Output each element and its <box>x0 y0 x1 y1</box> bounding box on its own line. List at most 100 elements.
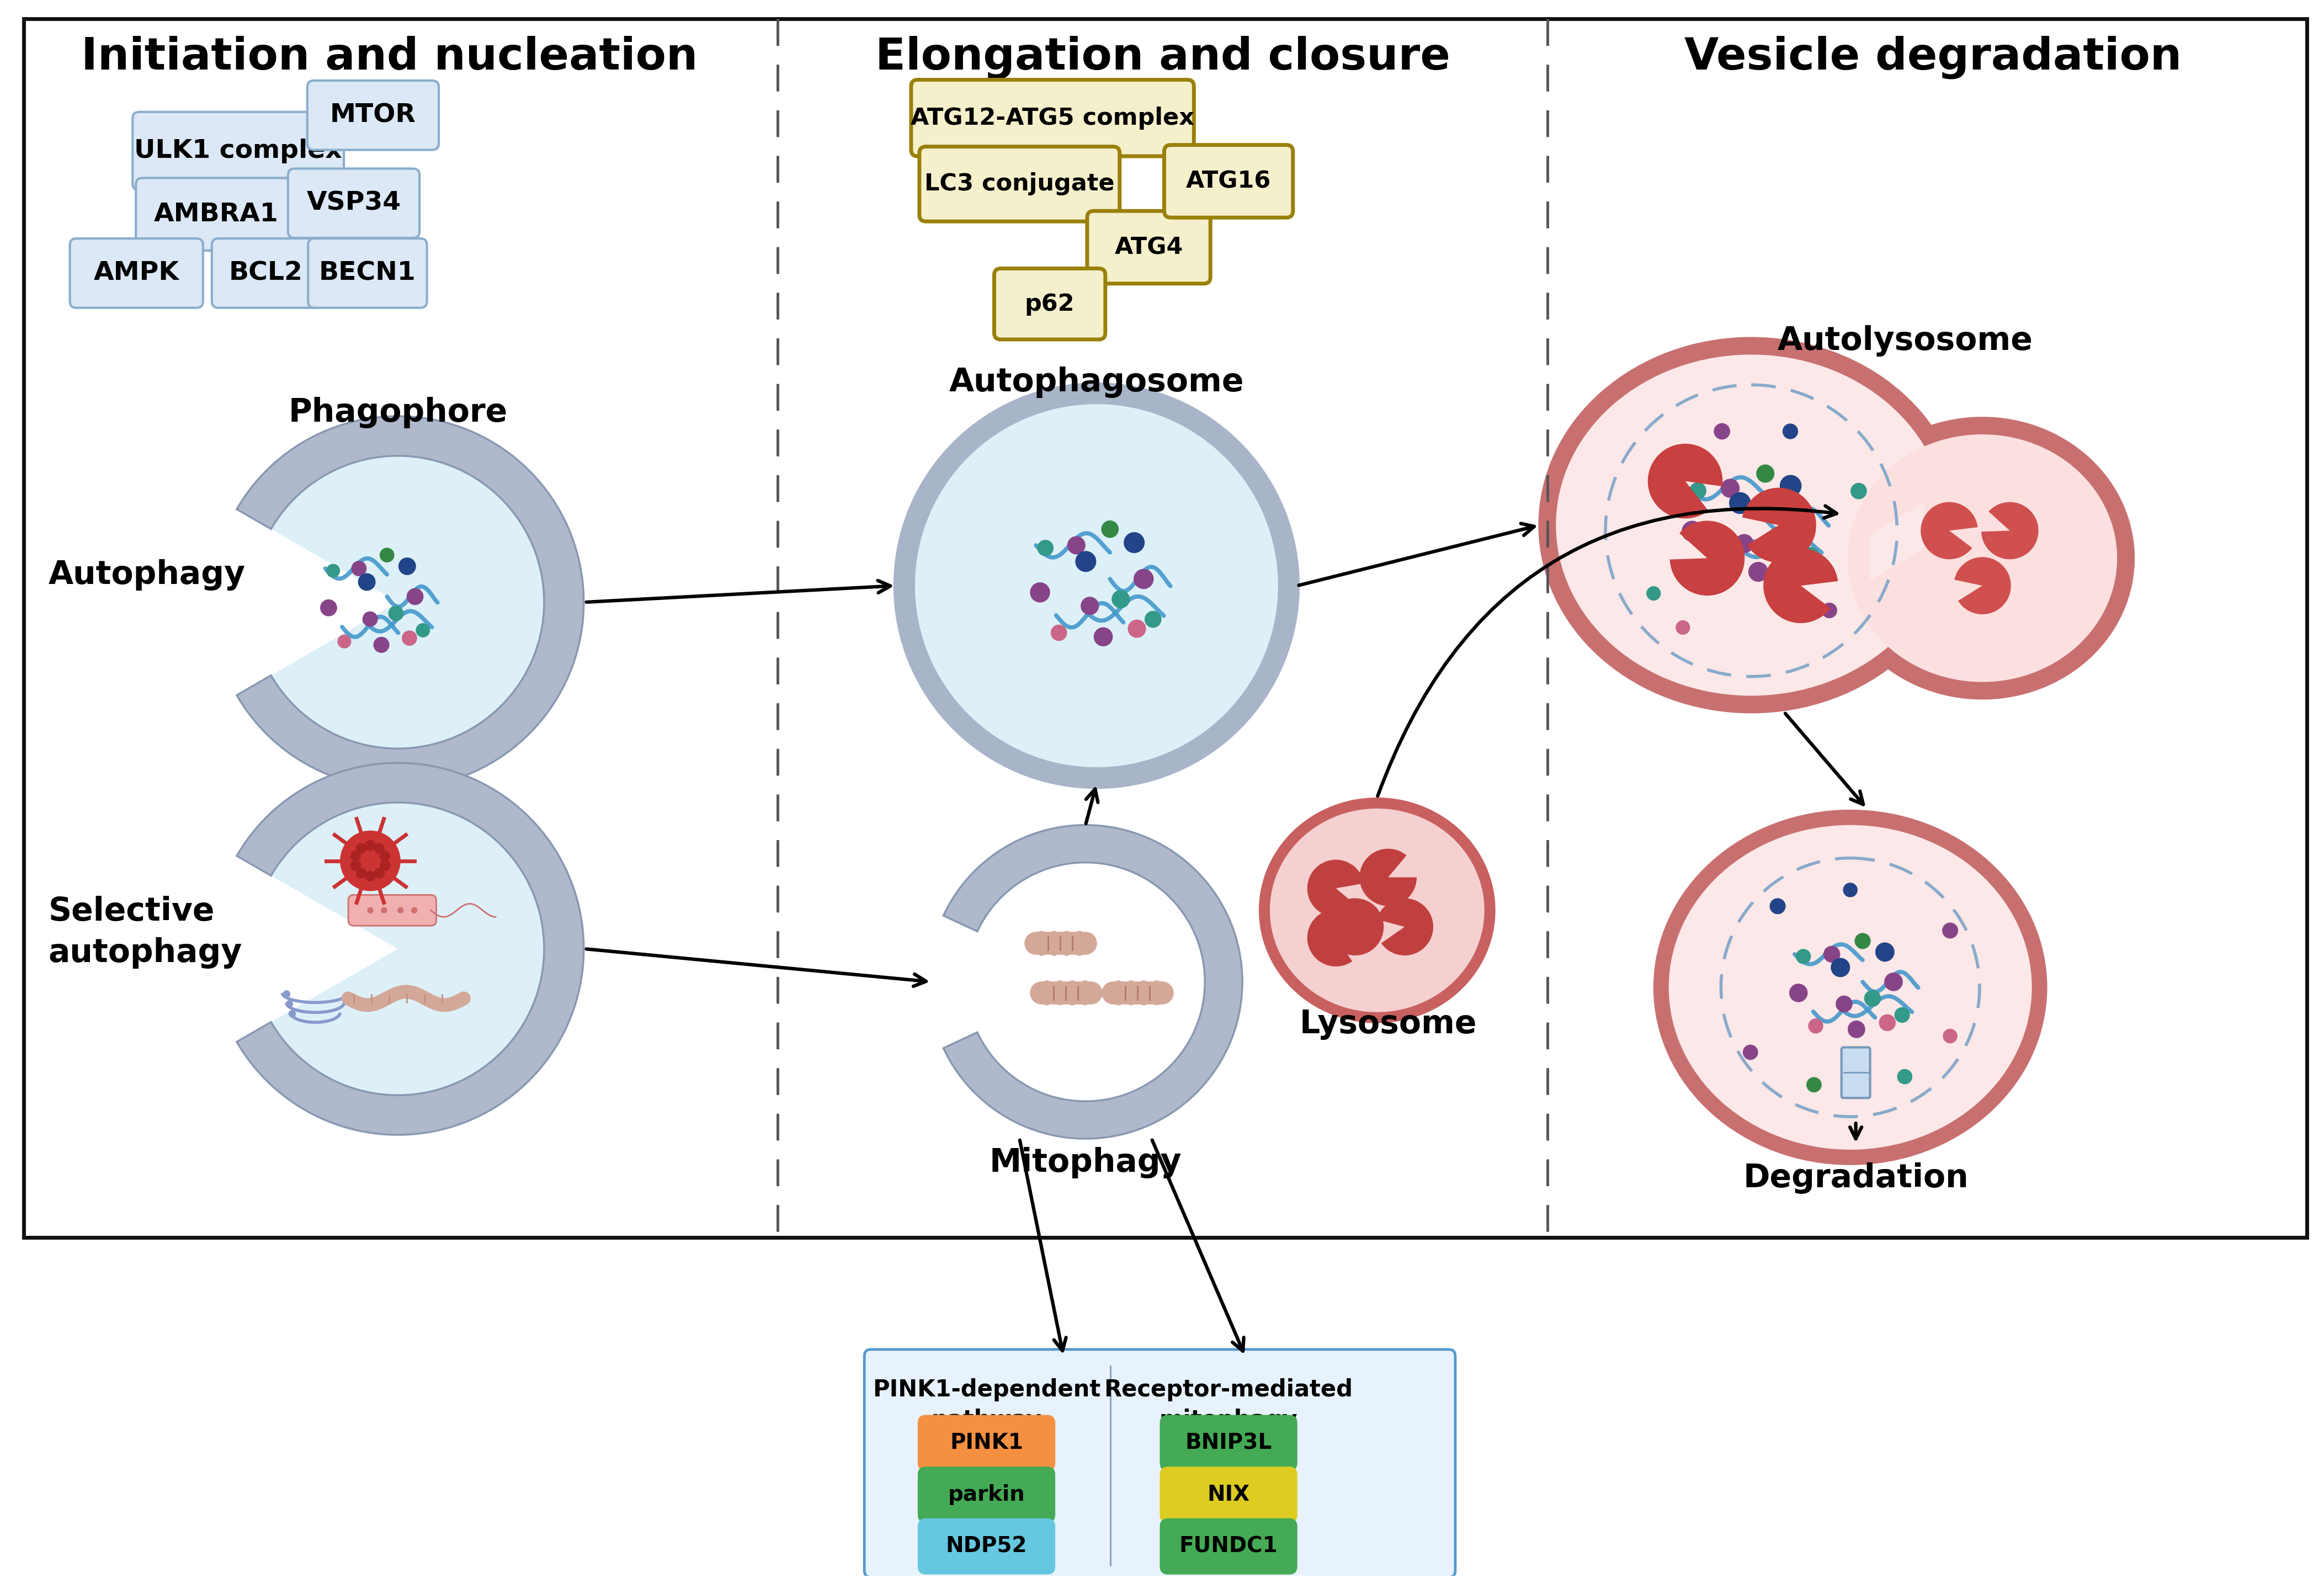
Text: PINK1: PINK1 <box>951 1433 1023 1453</box>
Wedge shape <box>1306 909 1364 966</box>
Circle shape <box>1943 923 1957 939</box>
Circle shape <box>1111 590 1129 608</box>
Circle shape <box>1743 1045 1757 1059</box>
Circle shape <box>1789 985 1808 1002</box>
Circle shape <box>1806 1078 1822 1092</box>
Circle shape <box>1139 996 1148 1005</box>
Circle shape <box>1050 625 1067 641</box>
Circle shape <box>1037 931 1046 940</box>
Circle shape <box>411 907 416 914</box>
Circle shape <box>351 562 367 576</box>
Wedge shape <box>237 762 583 1135</box>
Text: BCL2: BCL2 <box>228 260 302 286</box>
Circle shape <box>1880 1015 1896 1030</box>
Text: NDP52: NDP52 <box>946 1535 1027 1557</box>
Circle shape <box>1864 991 1880 1007</box>
Text: BNIP3L: BNIP3L <box>1185 1433 1271 1453</box>
Text: Initiation and nucleation: Initiation and nucleation <box>81 36 697 79</box>
Circle shape <box>1831 958 1850 977</box>
Circle shape <box>1030 582 1050 603</box>
FancyBboxPatch shape <box>1164 145 1292 218</box>
Circle shape <box>286 1000 293 1007</box>
Circle shape <box>1081 982 1090 989</box>
Circle shape <box>1037 540 1053 555</box>
Circle shape <box>337 634 351 649</box>
Circle shape <box>1789 508 1810 529</box>
Wedge shape <box>1743 488 1815 563</box>
Circle shape <box>1769 529 1785 546</box>
Circle shape <box>1836 996 1852 1011</box>
Ellipse shape <box>1260 797 1494 1023</box>
Circle shape <box>1113 996 1122 1005</box>
Text: parkin: parkin <box>948 1485 1025 1505</box>
FancyBboxPatch shape <box>1160 1466 1297 1523</box>
Circle shape <box>1780 475 1801 497</box>
FancyBboxPatch shape <box>995 268 1106 339</box>
Circle shape <box>1050 931 1057 940</box>
Text: ATG12-ATG5 complex: ATG12-ATG5 complex <box>911 106 1195 129</box>
FancyBboxPatch shape <box>911 80 1195 156</box>
Ellipse shape <box>1669 825 2031 1150</box>
Wedge shape <box>944 825 1243 1139</box>
Circle shape <box>1843 884 1857 896</box>
Circle shape <box>1081 996 1090 1005</box>
Circle shape <box>321 600 337 615</box>
Circle shape <box>1102 521 1118 538</box>
Circle shape <box>1801 548 1820 565</box>
Circle shape <box>1748 562 1769 581</box>
FancyBboxPatch shape <box>132 112 344 189</box>
Circle shape <box>1848 1021 1864 1038</box>
Wedge shape <box>1920 502 1978 559</box>
Circle shape <box>1648 587 1659 600</box>
FancyBboxPatch shape <box>920 147 1120 221</box>
Ellipse shape <box>1557 355 1948 696</box>
Wedge shape <box>260 789 558 1108</box>
Circle shape <box>916 404 1278 767</box>
Text: ATG16: ATG16 <box>1185 170 1271 193</box>
Text: Selective
autophagy: Selective autophagy <box>49 896 242 969</box>
Text: Vesicle degradation: Vesicle degradation <box>1685 36 2182 79</box>
Circle shape <box>1037 947 1046 955</box>
Circle shape <box>1785 555 1803 573</box>
Circle shape <box>1771 898 1785 914</box>
Text: Lysosome: Lysosome <box>1299 1008 1476 1040</box>
Text: Degradation: Degradation <box>1743 1163 1968 1193</box>
Circle shape <box>374 638 388 652</box>
Text: LC3 conjugate: LC3 conjugate <box>925 172 1116 196</box>
Circle shape <box>1043 982 1050 989</box>
Text: AMPK: AMPK <box>93 260 179 286</box>
Text: Phagophore: Phagophore <box>288 396 507 428</box>
Circle shape <box>1703 560 1720 576</box>
Ellipse shape <box>1538 338 1964 713</box>
Circle shape <box>1850 483 1866 499</box>
FancyBboxPatch shape <box>918 1415 1055 1471</box>
Circle shape <box>365 841 374 851</box>
Circle shape <box>1125 532 1143 552</box>
Wedge shape <box>1982 502 2038 559</box>
Text: Autophagy: Autophagy <box>49 559 246 590</box>
FancyBboxPatch shape <box>1160 1518 1297 1575</box>
Circle shape <box>367 907 374 914</box>
FancyBboxPatch shape <box>1160 1415 1297 1471</box>
Circle shape <box>400 559 416 574</box>
Circle shape <box>402 631 416 645</box>
Circle shape <box>1050 947 1057 955</box>
Circle shape <box>1894 1007 1910 1023</box>
Text: Receptor-mediated
mitophagy: Receptor-mediated mitophagy <box>1104 1378 1353 1431</box>
Wedge shape <box>1764 548 1838 623</box>
FancyBboxPatch shape <box>288 169 421 238</box>
Circle shape <box>1055 982 1064 989</box>
Circle shape <box>1153 982 1162 989</box>
FancyBboxPatch shape <box>1088 211 1211 284</box>
Circle shape <box>374 843 383 854</box>
Circle shape <box>1943 1029 1957 1043</box>
Text: p62: p62 <box>1025 292 1074 316</box>
FancyBboxPatch shape <box>70 238 202 308</box>
FancyBboxPatch shape <box>918 1518 1055 1575</box>
FancyBboxPatch shape <box>307 80 439 150</box>
Circle shape <box>1855 933 1871 948</box>
Circle shape <box>1055 996 1064 1005</box>
Text: AMBRA1: AMBRA1 <box>153 202 279 227</box>
Circle shape <box>328 565 339 578</box>
Circle shape <box>339 830 400 892</box>
